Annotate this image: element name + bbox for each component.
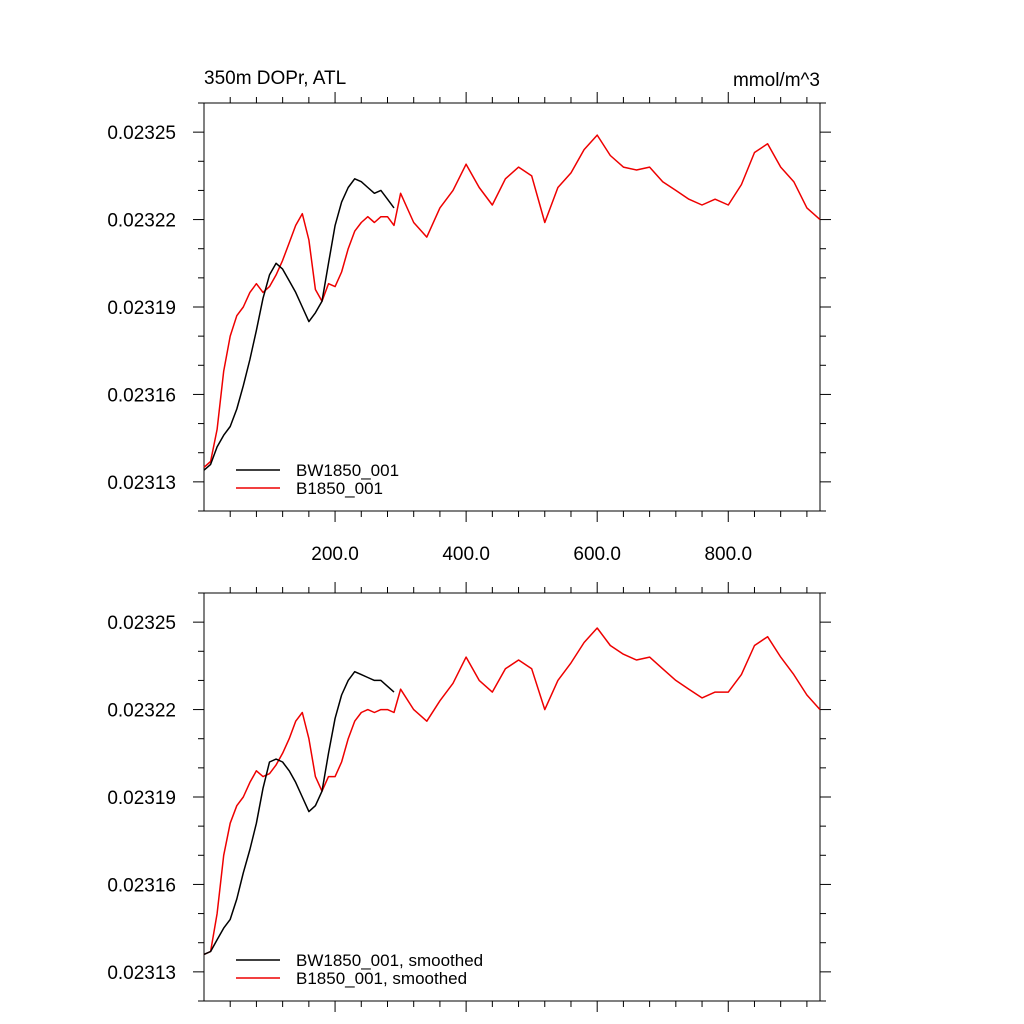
x-tick-label: 400.0: [442, 544, 490, 565]
legend-label: B1850_001: [296, 479, 383, 498]
x-tick-label: 200.0: [311, 544, 359, 565]
units-label: mmol/m^3: [733, 70, 820, 91]
plot-frame: [203, 102, 821, 512]
series-line-bw1850-001-smoothed: [203, 670, 395, 956]
x-tick-label: 600.0: [573, 544, 621, 565]
y-tick-label: 0.02319: [107, 298, 176, 319]
series-line-b1850-001: [203, 134, 821, 468]
legend-label: BW1850_001: [296, 461, 399, 480]
series-line-b1850-001-smoothed: [203, 627, 821, 956]
y-tick-label: 0.02325: [107, 123, 176, 144]
top-panel: 350m DOPr, ATL mmol/m^3 0.02325 0.02322 0.…: [107, 68, 831, 565]
x-tick-label: 800.0: [704, 544, 752, 565]
y-tick-label: 0.02316: [107, 385, 176, 406]
legend-label: BW1850_001, smoothed: [296, 951, 483, 970]
series-line-bw1850-001: [203, 178, 395, 471]
legend-label: B1850_001, smoothed: [296, 969, 467, 988]
chart-title: 350m DOPr, ATL: [204, 68, 346, 89]
y-tick-label: 0.02319: [107, 788, 176, 809]
y-tick-label: 0.02322: [107, 701, 176, 722]
plot-frame: [203, 592, 821, 1002]
y-tick-label: 0.02322: [107, 211, 176, 232]
bottom-panel: 0.02325 0.02322 0.02319 0.02316 0.02313 BW185…: [107, 582, 831, 1012]
y-tick-label: 0.02316: [107, 875, 176, 896]
y-tick-label: 0.02313: [107, 963, 176, 984]
y-tick-label: 0.02313: [107, 473, 176, 494]
y-tick-label: 0.02325: [107, 613, 176, 634]
